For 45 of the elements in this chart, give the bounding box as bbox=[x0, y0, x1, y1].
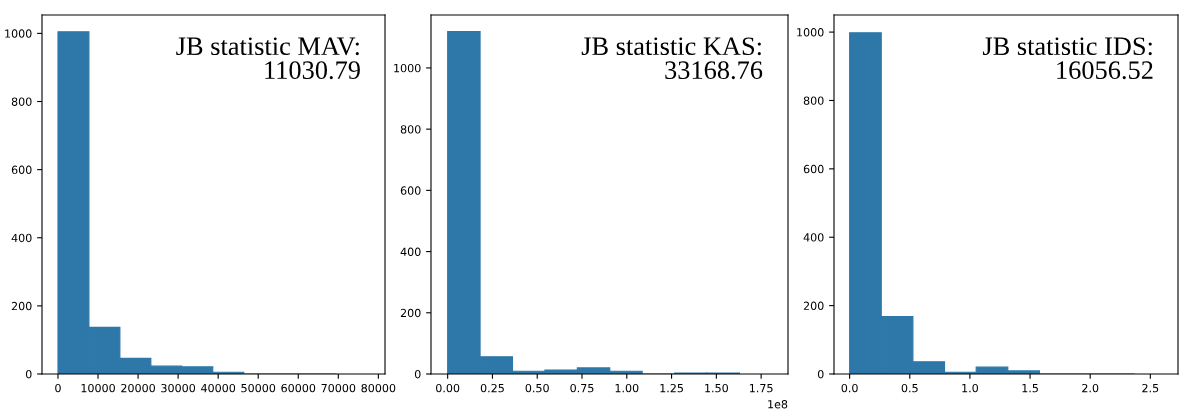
y-tick-label: 600 bbox=[400, 186, 421, 195]
x-tick-label: 1.50 bbox=[705, 383, 728, 393]
y-tick-label: 200 bbox=[400, 308, 421, 318]
x-tick-label: 0.5 bbox=[901, 383, 918, 393]
x-tick-label: 2.0 bbox=[1082, 383, 1099, 393]
x-tick-label: 0.75 bbox=[570, 383, 594, 393]
y-tick-label: 400 bbox=[400, 247, 421, 256]
x-tick-label: 1.75 bbox=[749, 384, 773, 393]
x-tick-label: 50000 bbox=[241, 383, 276, 393]
y-tick-label: 200 bbox=[11, 301, 32, 311]
x-tick-label: 70000 bbox=[321, 383, 356, 393]
x-tick-label: 1.00 bbox=[615, 383, 639, 393]
annotation: JB statistic KAS: 33168.76 bbox=[581, 37, 763, 80]
x-tick-label: 1.0 bbox=[962, 383, 979, 393]
x-tick-label: 0.00 bbox=[436, 383, 460, 393]
y-tick-label: 800 bbox=[400, 125, 421, 134]
y-tick-label: 800 bbox=[11, 97, 32, 106]
annotation: JB statistic IDS: 16056.52 bbox=[982, 37, 1153, 80]
x-tick-label: 0.0 bbox=[841, 383, 858, 393]
x-tick-label: 0 bbox=[55, 383, 61, 393]
x-tick-label: 60000 bbox=[281, 383, 316, 393]
x-tick-label: 0.25 bbox=[480, 383, 504, 393]
y-tick-label: 0 bbox=[414, 369, 421, 379]
y-tick-label: 400 bbox=[803, 233, 824, 242]
y-tick-label: 400 bbox=[11, 233, 32, 243]
x-tick-label: 1.25 bbox=[660, 383, 683, 393]
text: 1e8 bbox=[768, 400, 788, 409]
x-tick-label: 80000 bbox=[361, 383, 396, 393]
x-tick-label: 10000 bbox=[81, 383, 115, 393]
y-tick-label: 0 bbox=[817, 369, 824, 379]
x-tick-label: 30000 bbox=[161, 383, 196, 393]
x-tick-label: 1.5 bbox=[1022, 384, 1038, 393]
y-tick-label: 600 bbox=[803, 164, 824, 174]
y-tick-label: 1000 bbox=[394, 63, 421, 73]
x-tick-label: 2.5 bbox=[1142, 383, 1159, 393]
y-tick-label: 1000 bbox=[797, 28, 824, 37]
x-tick-label: 0.50 bbox=[525, 383, 549, 393]
y-tick-label: 800 bbox=[803, 96, 824, 105]
y-tick-label: 200 bbox=[803, 301, 824, 310]
x-tick-label: 20000 bbox=[121, 383, 156, 393]
y-tick-label: 0 bbox=[25, 369, 32, 379]
annotation: JB statistic MAV: 11030.79 bbox=[176, 37, 360, 80]
y-tick-label: 1000 bbox=[5, 29, 32, 38]
y-tick-label: 600 bbox=[11, 165, 32, 175]
x-tick-label: 40000 bbox=[201, 383, 236, 393]
